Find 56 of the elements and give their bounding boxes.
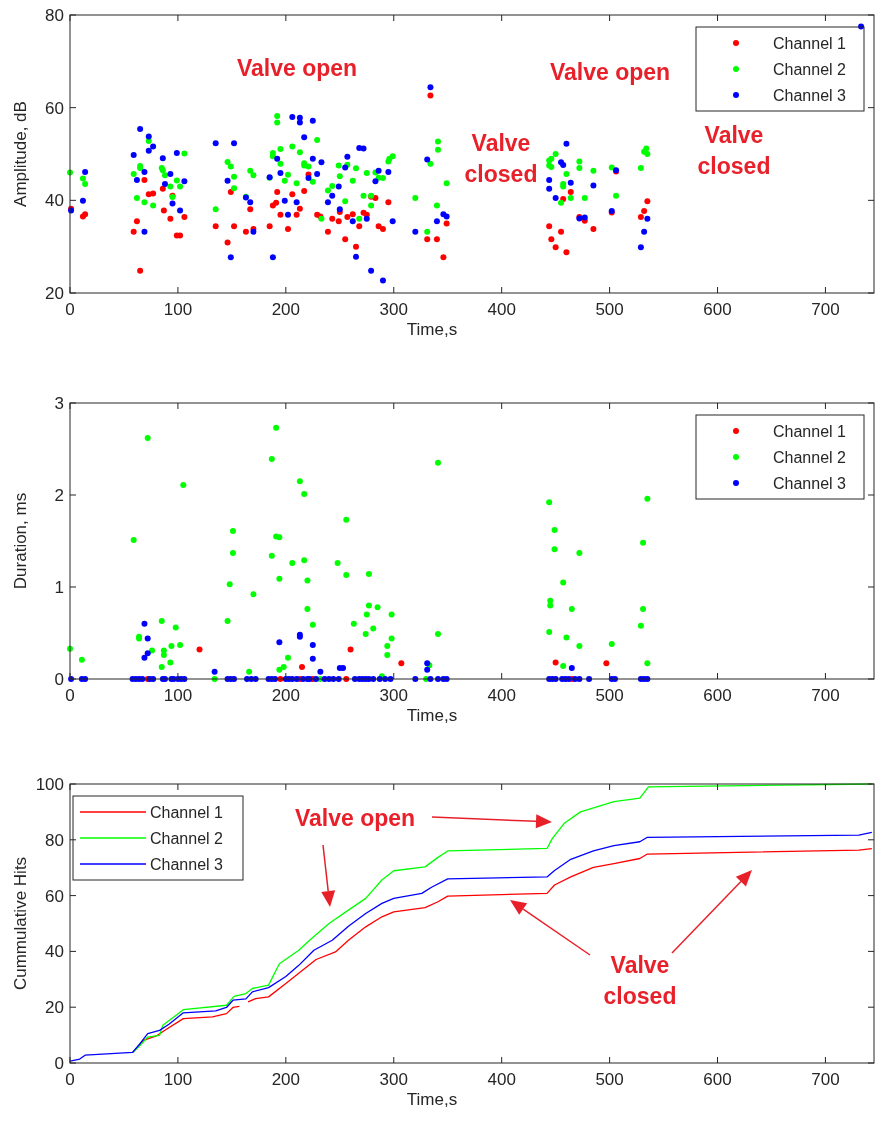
annotation: Valve open	[549, 59, 671, 86]
x-tick-label: 400	[487, 1070, 516, 1089]
x-axis-title: Time,s	[406, 706, 458, 725]
y-tick-label: 40	[45, 191, 64, 211]
x-tick-label: 100	[163, 686, 193, 705]
legend-label: Channel 1	[773, 422, 847, 440]
annotation: Valve closed	[464, 129, 538, 187]
y-tick-label: 60	[45, 98, 64, 118]
x-tick-label: 200	[271, 300, 301, 319]
x-tick-label: 400	[487, 686, 516, 705]
x-tick-label: 700	[811, 300, 840, 319]
y-tick-label: 3	[54, 393, 64, 413]
legend-label: Channel 2	[773, 448, 847, 466]
legend-label: Channel 2	[773, 60, 847, 78]
annotation: Valve open	[294, 805, 416, 832]
x-tick-label: 100	[163, 1070, 193, 1089]
y-axis-title: Duration, ms	[11, 492, 30, 590]
legend-label: Channel 1	[150, 803, 224, 821]
x-tick-label: 700	[811, 1070, 840, 1089]
x-tick-label: 300	[379, 300, 408, 319]
x-tick-label: 200	[271, 686, 301, 705]
annotation: Valve closed	[697, 121, 771, 179]
legend-label: Channel 2	[150, 829, 224, 847]
y-tick-label: 80	[45, 830, 64, 850]
y-tick-label: 40	[45, 942, 64, 962]
y-tick-label: 80	[45, 5, 64, 25]
x-tick-label: 600	[703, 300, 732, 319]
x-tick-label: 300	[379, 686, 408, 705]
y-axis-title: Cummulative Hits	[11, 856, 30, 991]
x-tick-label: 200	[271, 1070, 301, 1089]
y-axis-title: Amplitude, dB	[11, 101, 30, 207]
x-tick-label: 600	[703, 686, 732, 705]
y-tick-label: 60	[45, 886, 64, 906]
annotation: Valve open	[236, 55, 358, 82]
legend-label: Channel 1	[773, 34, 847, 52]
annotation: Valve closed	[603, 951, 677, 1009]
legend-label: Channel 3	[773, 474, 847, 492]
x-tick-label: 500	[595, 686, 624, 705]
legend-label: Channel 3	[150, 855, 224, 873]
x-tick-label: 500	[595, 1070, 624, 1089]
y-tick-label: 20	[45, 998, 64, 1018]
x-tick-label: 500	[595, 300, 624, 319]
y-tick-label: 0	[54, 1053, 64, 1073]
x-tick-label: 400	[487, 300, 516, 319]
y-tick-label: 1	[54, 577, 64, 597]
x-tick-label: 100	[163, 300, 193, 319]
x-axis-title: Time,s	[406, 1090, 458, 1109]
legend-label: Channel 3	[773, 86, 847, 104]
y-tick-label: 2	[54, 485, 64, 505]
y-tick-label: 0	[54, 669, 64, 689]
x-tick-label: 600	[703, 1070, 732, 1089]
y-tick-label: 100	[35, 774, 64, 794]
x-tick-label: 300	[379, 1070, 408, 1089]
x-axis-title: Time,s	[406, 320, 458, 339]
x-tick-label: 700	[811, 686, 840, 705]
y-tick-label: 20	[45, 283, 64, 303]
